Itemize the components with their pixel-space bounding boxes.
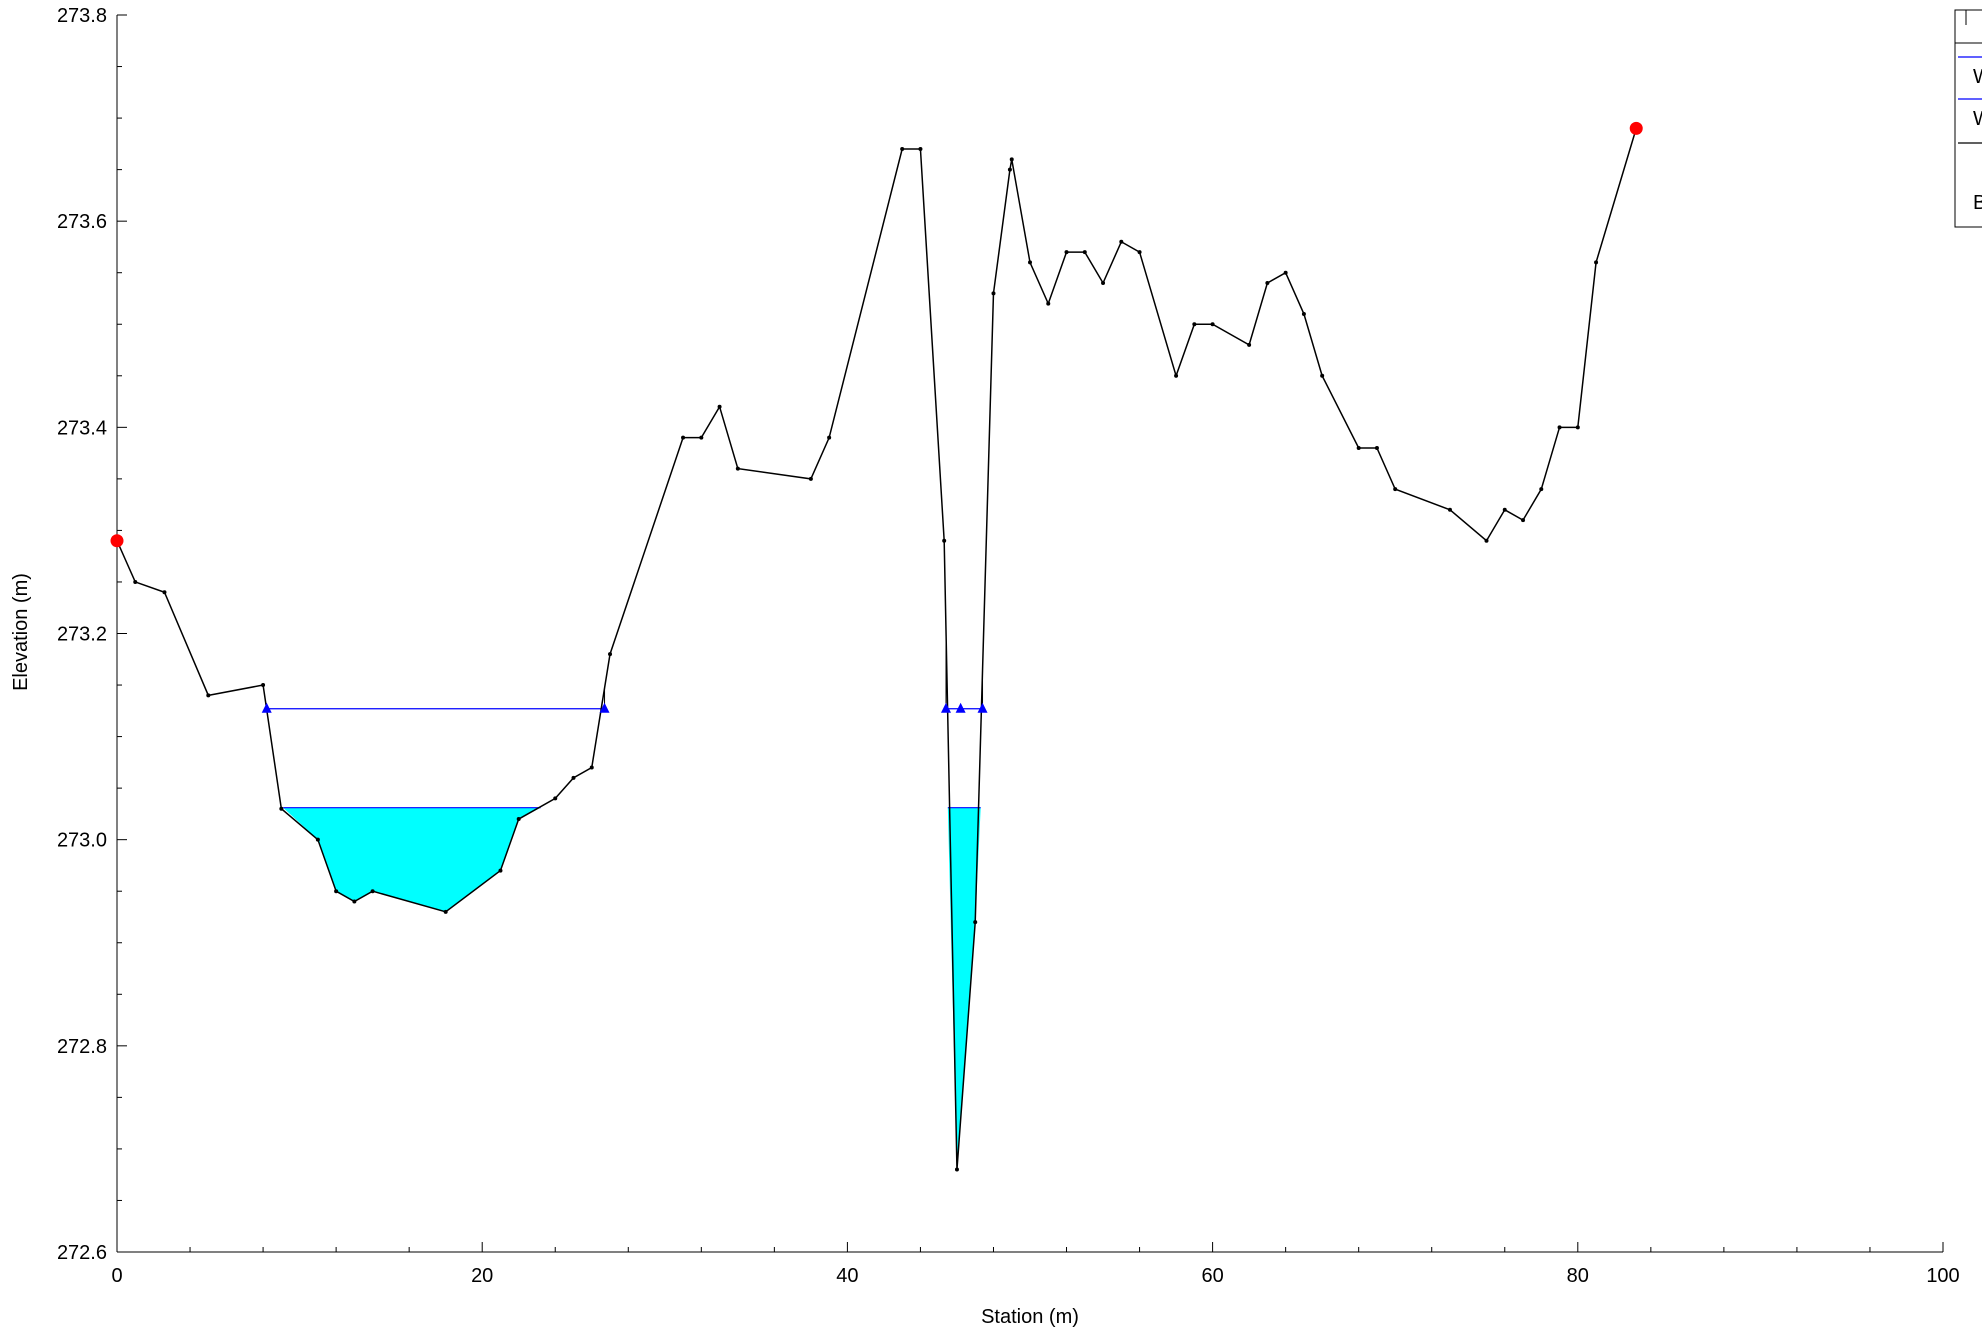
ground-point [1557,425,1562,430]
ground-point [162,590,167,595]
ground-point [1192,322,1197,327]
ground-point [954,1167,959,1172]
ground-point [1210,322,1215,327]
legend-label: W [1973,108,1982,130]
ground-point [261,683,266,688]
y-tick-label: 273.8 [57,5,107,27]
ground-point [1174,373,1179,378]
ground-point [1356,445,1361,450]
ground-point [516,817,521,822]
x-axis-title: Station (m) [981,1306,1079,1328]
water-surface-marker [599,702,610,713]
ground-point [973,920,978,925]
ground-point [1393,487,1398,492]
water-surface-layer [266,630,984,809]
ground-point [1575,425,1580,430]
ground-point [1265,281,1270,286]
ground-point [827,435,832,440]
ground-point [1539,487,1544,492]
y-tick-label: 272.6 [57,1242,107,1264]
ground-point [1521,518,1526,523]
ground-point [1502,507,1507,512]
ground-point [735,466,740,471]
y-tick-label: 273.2 [57,624,107,646]
x-tick-label: 40 [836,1265,858,1287]
x-tick-label: 20 [471,1265,493,1287]
x-tick-label: 100 [1926,1265,1959,1287]
ground-point [608,652,613,657]
ground-point [1594,260,1599,265]
ground-point [133,579,138,584]
ground-point [900,147,905,152]
y-tick-label: 272.8 [57,1036,107,1058]
ground-point [1009,157,1014,162]
water-surface-marker [977,702,988,713]
ground-point [1028,260,1032,265]
bank-station-point [1629,121,1643,135]
ground-point [1137,250,1142,255]
ground-point [1247,342,1252,347]
ground-point [1447,507,1452,512]
ground-point [1320,373,1325,378]
ground-point [1046,301,1051,306]
ground-point [991,291,996,296]
y-tick-label: 273.0 [57,830,107,852]
legend-box [1954,9,1982,228]
ground-point [370,889,375,894]
legend-label: W [1973,66,1982,88]
ground-point [315,837,320,842]
tick-layer: 0 20 40 60 80 100 272.6 272.8 273.0 273.2 273.4 273… [57,5,1960,1287]
ground-point [553,796,558,801]
ground-point [1484,538,1489,543]
ground-point [942,538,947,543]
ground-point [808,476,813,481]
water-fill-layer [283,807,981,1170]
water-surface-marker [941,702,952,713]
ground-point [1007,167,1012,172]
water-fill [283,807,541,912]
ground-point [206,693,211,698]
legend-label: B [1973,192,1982,214]
ground-point [681,435,686,440]
bank-station-point [110,534,124,548]
y-axis-title: Elevation (m) [10,573,32,691]
y-tick-label: 273.6 [57,211,107,233]
ground-point [1064,250,1069,255]
ground-profile-layer [115,126,1639,1172]
x-tick-label: 0 [111,1265,122,1287]
water-surface-marker [261,702,272,713]
ground-point [443,909,448,914]
ground-point [1082,250,1087,255]
legend: WW B [1954,9,1982,228]
x-tick-label: 60 [1201,1265,1223,1287]
ground-point [352,899,357,904]
water-surface-marker [955,702,966,713]
marker-layer [110,121,1643,713]
ground-point [1374,445,1379,450]
water-fill [947,807,981,1170]
axes [116,15,1943,1253]
ground-point [334,889,339,894]
ground-line [116,128,1637,1170]
ground-point [1101,281,1106,286]
ground-point [699,435,704,440]
ground-point [1283,270,1288,275]
ground-point [498,868,503,873]
ground-point [589,765,594,770]
x-tick-label: 80 [1567,1265,1589,1287]
ground-point [1301,311,1306,316]
ground-point [571,775,576,780]
y-tick-label: 273.4 [57,417,107,439]
ground-point [918,147,923,152]
ground-point [279,806,284,811]
ground-point [1119,239,1124,244]
ground-point [717,404,722,409]
